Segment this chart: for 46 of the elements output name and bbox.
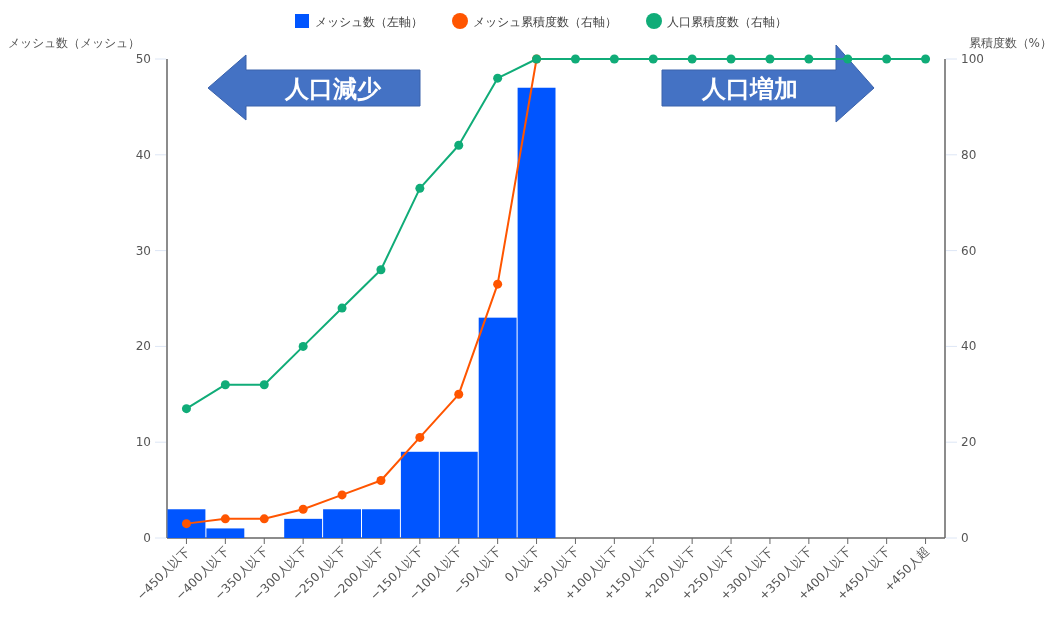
point <box>181 404 191 414</box>
point <box>337 490 347 500</box>
legend-label: メッシュ累積度数（右軸） <box>473 15 617 29</box>
point <box>493 279 503 289</box>
y2-tick-label: 20 <box>961 435 977 450</box>
point <box>259 514 269 524</box>
point <box>376 265 386 275</box>
point <box>415 432 425 442</box>
point <box>298 504 308 514</box>
point <box>493 73 503 83</box>
point <box>298 341 308 351</box>
y-tick-label: 10 <box>135 435 151 450</box>
y2-tick-label: 40 <box>961 339 977 354</box>
y-tick-label: 40 <box>135 147 151 162</box>
point <box>220 380 230 390</box>
point <box>882 54 892 64</box>
y-tick-label: 30 <box>135 243 151 258</box>
y2-axis-title: 累積度数（%） <box>968 36 1052 50</box>
y-tick-label: 20 <box>135 339 151 354</box>
y-axis-title: メッシュ数（メッシュ） <box>8 36 140 50</box>
point <box>609 54 619 64</box>
point <box>415 183 425 193</box>
point <box>687 54 697 64</box>
point <box>726 54 736 64</box>
legend-label: 人口累積度数（右軸） <box>667 15 787 29</box>
point <box>921 54 931 64</box>
point <box>765 54 775 64</box>
y2-tick-label: 60 <box>961 243 977 258</box>
point <box>804 54 814 64</box>
y-tick-label: 50 <box>135 52 151 66</box>
point <box>337 303 347 313</box>
y2-tick-label: 80 <box>961 147 977 162</box>
point <box>220 514 230 524</box>
point <box>376 476 386 486</box>
y-tick-label: 0 <box>143 531 151 545</box>
point <box>454 140 464 150</box>
annotation: 人口増加 <box>701 75 798 103</box>
point <box>648 54 658 64</box>
legend-label: メッシュ数（左軸） <box>315 15 423 29</box>
point <box>454 389 464 399</box>
point <box>259 380 269 390</box>
point <box>843 54 853 64</box>
y2-tick-label: 0 <box>961 531 969 545</box>
point <box>570 54 580 64</box>
y2-tick-label: 100 <box>961 52 984 66</box>
annotation: 人口減少 <box>284 75 382 103</box>
